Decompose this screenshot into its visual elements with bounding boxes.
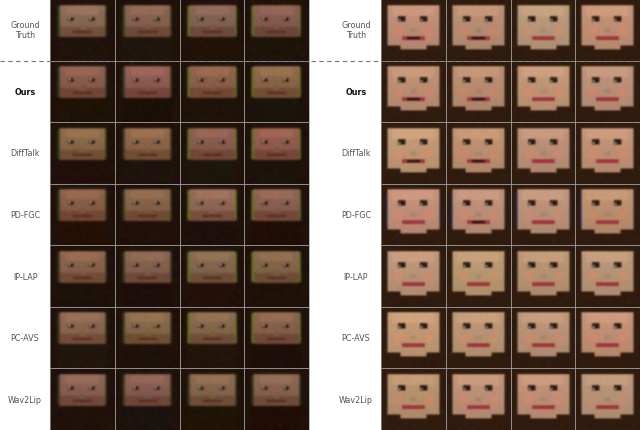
Bar (50, 0, 115, 61)
Bar (445, 307, 511, 369)
Bar (115, 369, 179, 430)
Bar (244, 184, 309, 246)
Text: PC-AVS: PC-AVS (342, 333, 371, 342)
Bar (445, 246, 511, 307)
Text: Ground
Truth: Ground Truth (10, 21, 40, 40)
Bar (575, 61, 640, 123)
Bar (445, 61, 511, 123)
Bar (179, 0, 244, 61)
Text: PD-FGC: PD-FGC (10, 211, 40, 219)
Bar (115, 307, 179, 369)
Bar (244, 123, 309, 184)
Bar (115, 184, 179, 246)
Text: Ours: Ours (14, 88, 36, 97)
Bar (381, 307, 445, 369)
Bar (179, 123, 244, 184)
Bar (575, 307, 640, 369)
Bar (179, 369, 244, 430)
Bar (575, 0, 640, 61)
Bar (50, 61, 115, 123)
Text: Wav2Lip: Wav2Lip (339, 395, 373, 404)
Bar (244, 0, 309, 61)
Text: IP-LAP: IP-LAP (344, 272, 368, 281)
Bar (244, 246, 309, 307)
Bar (115, 61, 179, 123)
Bar (381, 0, 445, 61)
Bar (381, 61, 445, 123)
Bar (381, 246, 445, 307)
Bar (50, 184, 115, 246)
Bar (445, 123, 511, 184)
Bar (50, 369, 115, 430)
Bar (381, 123, 445, 184)
Bar (511, 369, 575, 430)
Text: Ours: Ours (346, 88, 367, 97)
Bar (445, 184, 511, 246)
Bar (244, 307, 309, 369)
Bar (115, 0, 179, 61)
Bar (381, 184, 445, 246)
Text: PC-AVS: PC-AVS (11, 333, 40, 342)
Bar (50, 123, 115, 184)
Bar (511, 123, 575, 184)
Text: DiffTalk: DiffTalk (341, 149, 371, 158)
Bar (50, 246, 115, 307)
Bar (244, 369, 309, 430)
Text: Wav2Lip: Wav2Lip (8, 395, 42, 404)
Bar (511, 246, 575, 307)
Bar (511, 61, 575, 123)
Bar (445, 0, 511, 61)
Bar (179, 184, 244, 246)
Bar (115, 123, 179, 184)
Bar (50, 307, 115, 369)
Bar (575, 246, 640, 307)
Text: PD-FGC: PD-FGC (341, 211, 371, 219)
Bar (115, 246, 179, 307)
Text: DiffTalk: DiffTalk (10, 149, 40, 158)
Bar (575, 184, 640, 246)
Bar (179, 61, 244, 123)
Bar (511, 184, 575, 246)
Bar (381, 369, 445, 430)
Text: IP-LAP: IP-LAP (13, 272, 37, 281)
Bar (179, 307, 244, 369)
Bar (575, 123, 640, 184)
Bar (575, 369, 640, 430)
Bar (244, 61, 309, 123)
Text: Ground
Truth: Ground Truth (341, 21, 371, 40)
Bar (511, 307, 575, 369)
Bar (511, 0, 575, 61)
Bar (179, 246, 244, 307)
Bar (445, 369, 511, 430)
